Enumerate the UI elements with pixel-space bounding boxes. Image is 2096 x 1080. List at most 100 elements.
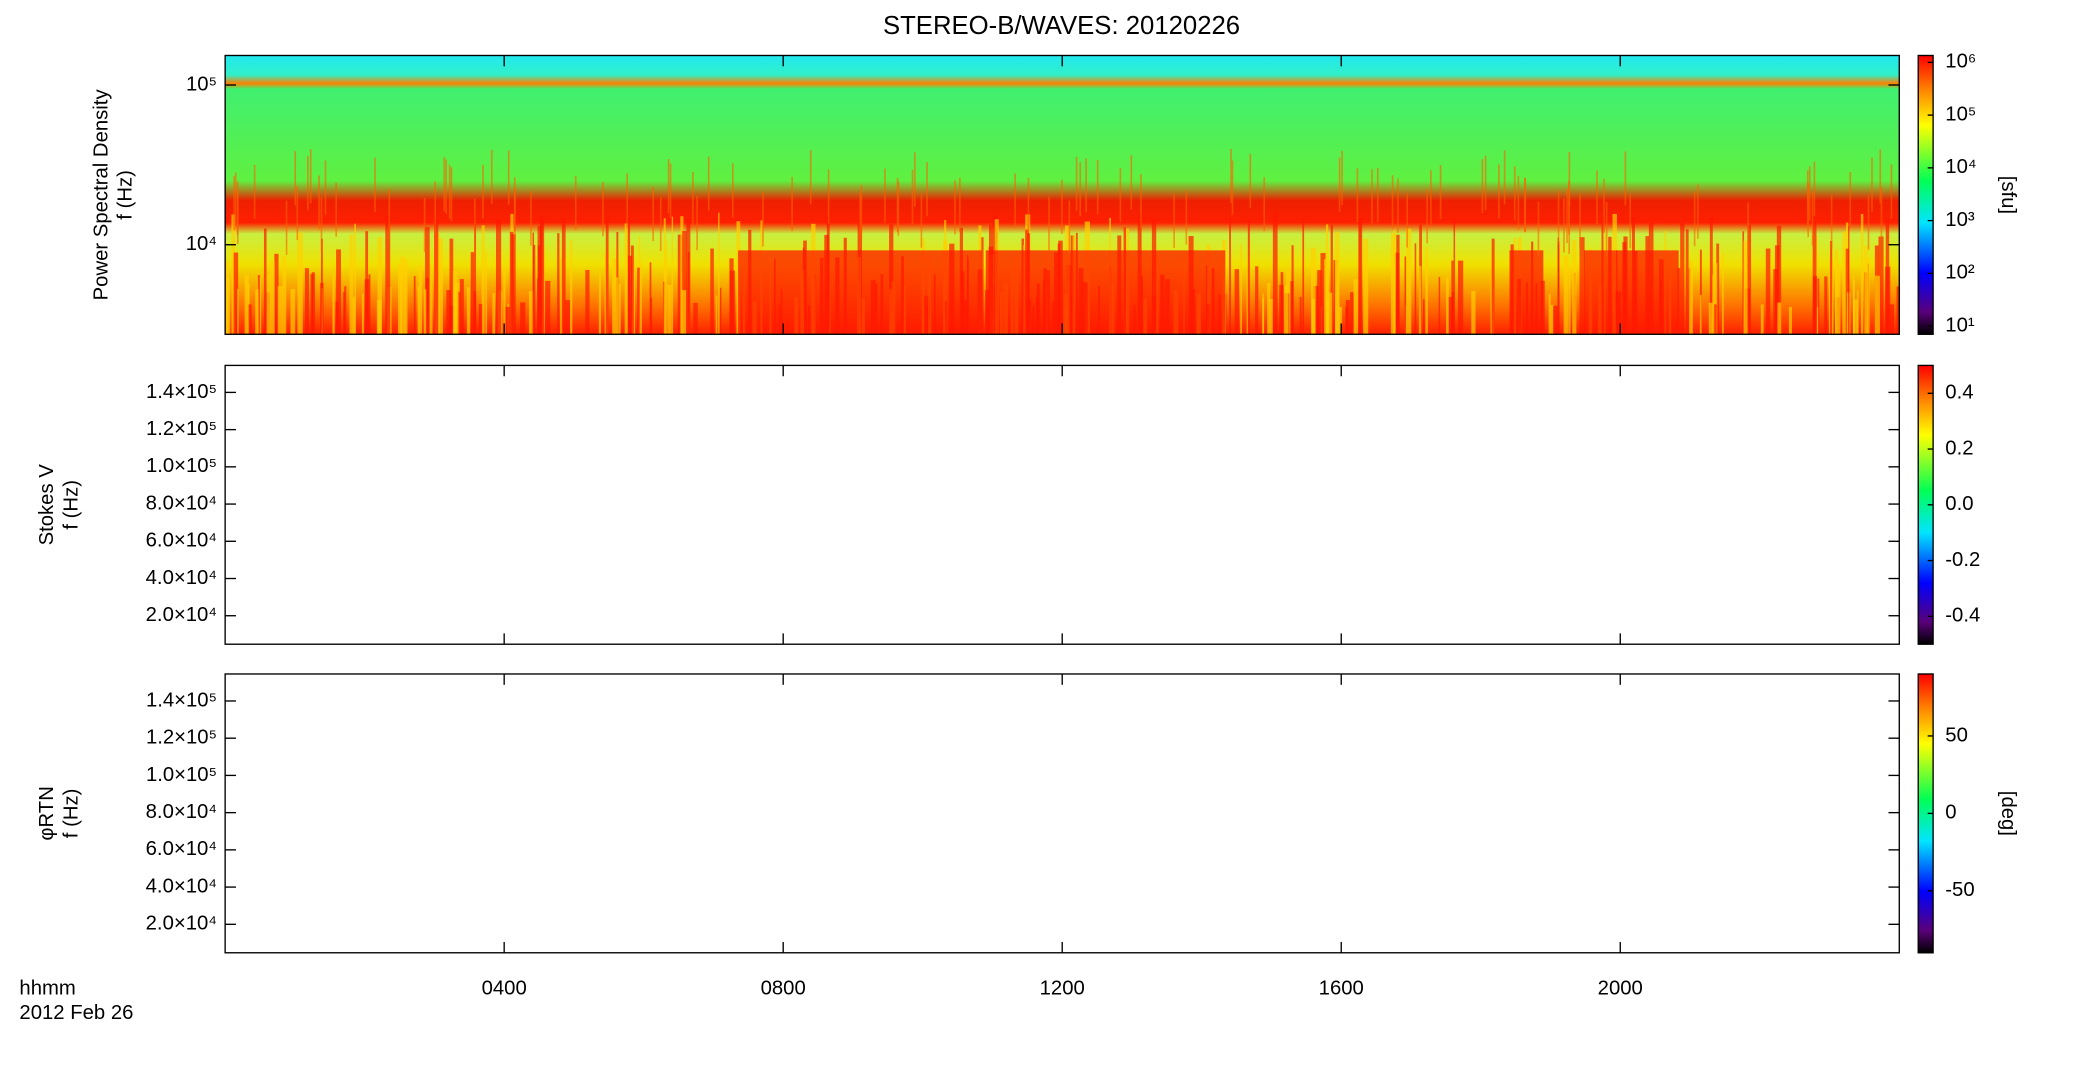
spectrogram-texture xyxy=(1537,201,1540,256)
spectrogram-texture xyxy=(1283,285,1289,335)
spectrogram-texture xyxy=(1550,304,1554,335)
spectrogram-texture xyxy=(1310,248,1316,335)
spectrogram-texture xyxy=(231,214,236,335)
spectrogram-texture xyxy=(1391,175,1394,230)
spectrogram-texture xyxy=(282,256,287,335)
spectrogram-texture xyxy=(492,293,496,335)
spectrogram-texture xyxy=(630,245,634,335)
spectrogram-texture xyxy=(696,196,698,251)
spectrogram-texture xyxy=(715,295,718,335)
colorbar-tick-label: 50 xyxy=(1945,724,1968,746)
spectrogram-texture xyxy=(1856,290,1859,335)
spectrogram-texture xyxy=(1290,281,1294,335)
colorbar-tick-label: 0 xyxy=(1945,802,1956,824)
spectrogram-texture xyxy=(1680,223,1685,335)
spectrogram-texture xyxy=(1503,150,1506,205)
spectrogram-texture xyxy=(626,173,629,228)
spectrogram-texture xyxy=(294,151,297,206)
spectrogram-texture xyxy=(1075,156,1078,211)
spectrogram-texture xyxy=(693,302,698,335)
spectrogram-texture xyxy=(443,157,446,212)
spectrogram-texture xyxy=(1324,259,1329,335)
colorbar-tick-label: 0.4 xyxy=(1945,382,1973,404)
spectrogram-texture xyxy=(320,196,323,252)
spectrogram-texture xyxy=(1498,164,1500,219)
colorbar-tick-label: -50 xyxy=(1945,879,1974,901)
spectrogram-texture xyxy=(1422,299,1425,335)
spectrogram-texture xyxy=(1716,243,1720,335)
spectrogram-texture xyxy=(1853,299,1858,335)
spectrogram-texture xyxy=(236,181,239,236)
spectrogram-texture xyxy=(539,218,545,335)
spectrogram-texture xyxy=(1406,193,1409,248)
spectrogram-texture xyxy=(1583,250,1679,335)
spectrogram-texture xyxy=(1448,296,1453,335)
spectrogram-texture xyxy=(628,255,633,335)
spectrogram-texture xyxy=(446,290,451,335)
spectrogram-texture xyxy=(1677,267,1681,335)
spectrogram-texture xyxy=(310,273,314,335)
y-tick-label: 4.0×10⁴ xyxy=(146,875,217,897)
colorbar-tick-label: -0.2 xyxy=(1945,549,1980,571)
y-tick-label: 10⁵ xyxy=(186,73,217,95)
spectrogram-texture xyxy=(1255,266,1259,335)
chart-title: STEREO-B/WAVES: 20120226 xyxy=(883,12,1240,40)
spectrogram-texture xyxy=(248,304,252,335)
spectrogram-texture xyxy=(665,239,667,335)
spectrogram-texture xyxy=(452,270,458,335)
spectrogram-texture xyxy=(1311,298,1315,335)
spectrogram-texture xyxy=(1317,270,1322,335)
spectrogram-texture xyxy=(296,185,299,241)
spectrogram-texture xyxy=(423,198,426,253)
y-axis-label: Power Spectral Density xyxy=(90,89,112,301)
spectrogram-texture xyxy=(1014,173,1016,228)
spectrogram-texture xyxy=(478,304,483,335)
spectrogram-texture xyxy=(1830,194,1833,249)
spectrogram-texture xyxy=(530,191,532,246)
spectrogram-texture xyxy=(791,176,793,232)
spectrogram-texture xyxy=(376,300,382,335)
spectrogram-texture xyxy=(237,288,239,335)
spectrogram-texture xyxy=(1808,166,1811,221)
spectrogram-texture xyxy=(1871,157,1873,212)
spectrogram-texture xyxy=(1712,274,1715,335)
spectrogram-texture xyxy=(1509,250,1544,335)
spectrogram-texture xyxy=(1864,246,1868,335)
y-axis-label: f (Hz) xyxy=(61,480,83,530)
spectrogram-texture xyxy=(860,185,863,240)
y-axis-label: φRTN xyxy=(36,786,58,841)
spectrogram-texture xyxy=(364,279,370,335)
spectrogram-texture xyxy=(1231,160,1234,215)
x-tick-label: 1600 xyxy=(1319,978,1364,1000)
spectrogram-texture xyxy=(1397,178,1399,233)
spectrogram-texture xyxy=(297,232,303,335)
spectrogram-texture xyxy=(692,172,694,227)
spectrogram-texture xyxy=(513,177,516,232)
spectrogram-texture xyxy=(1880,187,1883,242)
spectrogram-texture xyxy=(263,228,267,335)
spectrogram-texture xyxy=(1709,217,1713,335)
spectrogram-texture xyxy=(226,277,231,335)
spectrogram-texture xyxy=(1860,214,1864,335)
spectrogram-texture xyxy=(809,150,812,205)
spectrogram-texture xyxy=(1722,253,1724,335)
spectrogram-texture xyxy=(1874,275,1880,335)
spectrogram-texture xyxy=(482,164,484,219)
spectrogram-texture xyxy=(344,286,347,335)
spectrogram-texture xyxy=(1852,276,1855,335)
spectrogram-texture xyxy=(1845,248,1850,335)
spectrogram-texture xyxy=(954,180,956,235)
x-tick-label: 0800 xyxy=(761,978,806,1000)
spectrogram-texture xyxy=(1579,193,1581,248)
y-tick-label: 1.0×10⁵ xyxy=(146,764,217,786)
spectrogram-texture xyxy=(1334,232,1340,335)
spectrogram-texture xyxy=(598,274,601,335)
spectrogram-texture xyxy=(343,291,345,335)
spectrogram-texture xyxy=(605,217,609,335)
colorbar xyxy=(1917,54,1934,335)
spectrogram-texture xyxy=(1579,237,1585,335)
spectrogram-texture xyxy=(560,257,563,335)
spectrogram-texture xyxy=(859,192,861,247)
spectrogram-texture xyxy=(285,200,288,255)
y-tick-label: 8.0×10⁴ xyxy=(146,492,217,514)
